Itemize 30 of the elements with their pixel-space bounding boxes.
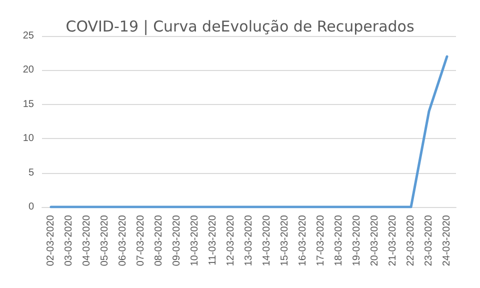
x-tick-label: 18-03-2020 — [334, 214, 344, 266]
x-tick-label: 15-03-2020 — [280, 214, 290, 266]
x-tick-label: 06-03-2020 — [118, 214, 128, 266]
x-tick-label: 19-03-2020 — [352, 214, 362, 266]
y-tick-label: 15 — [22, 98, 34, 110]
x-tick-label: 21-03-2020 — [388, 214, 398, 266]
x-tick-label: 22-03-2020 — [406, 214, 416, 266]
y-tick-label: 10 — [22, 133, 34, 144]
chart-title: COVID-19 | Curva deEvolução de Recuperados — [66, 18, 414, 36]
y-tick-label: 5 — [28, 167, 34, 178]
x-tick-label: 07-03-2020 — [136, 214, 146, 266]
x-tick-label: 05-03-2020 — [100, 214, 110, 266]
x-tick-label: 10-03-2020 — [190, 214, 200, 266]
x-tick-label: 13-03-2020 — [244, 214, 254, 266]
y-tick-label: 25 — [22, 30, 34, 42]
x-tick-label: 16-03-2020 — [298, 214, 308, 266]
y-tick-label: 0 — [28, 202, 34, 212]
y-tick-label: 20 — [22, 64, 34, 76]
x-tick-label: 14-03-2020 — [262, 214, 272, 266]
x-tick-label: 24-03-2020 — [442, 214, 452, 266]
x-tick-label: 20-03-2020 — [370, 214, 380, 266]
x-tick-label: 09-03-2020 — [172, 214, 182, 266]
x-tick-label: 08-03-2020 — [154, 214, 164, 266]
x-tick-label: 17-03-2020 — [316, 214, 326, 266]
x-tick-label: 04-03-2020 — [82, 214, 92, 266]
x-tick-label: 11-03-2020 — [208, 214, 218, 266]
x-tick-label: 02-03-2020 — [46, 214, 56, 266]
x-tick-label: 12-03-2020 — [226, 214, 236, 266]
x-tick-label: 03-03-2020 — [64, 214, 74, 266]
x-tick-label: 23-03-2020 — [424, 214, 434, 266]
